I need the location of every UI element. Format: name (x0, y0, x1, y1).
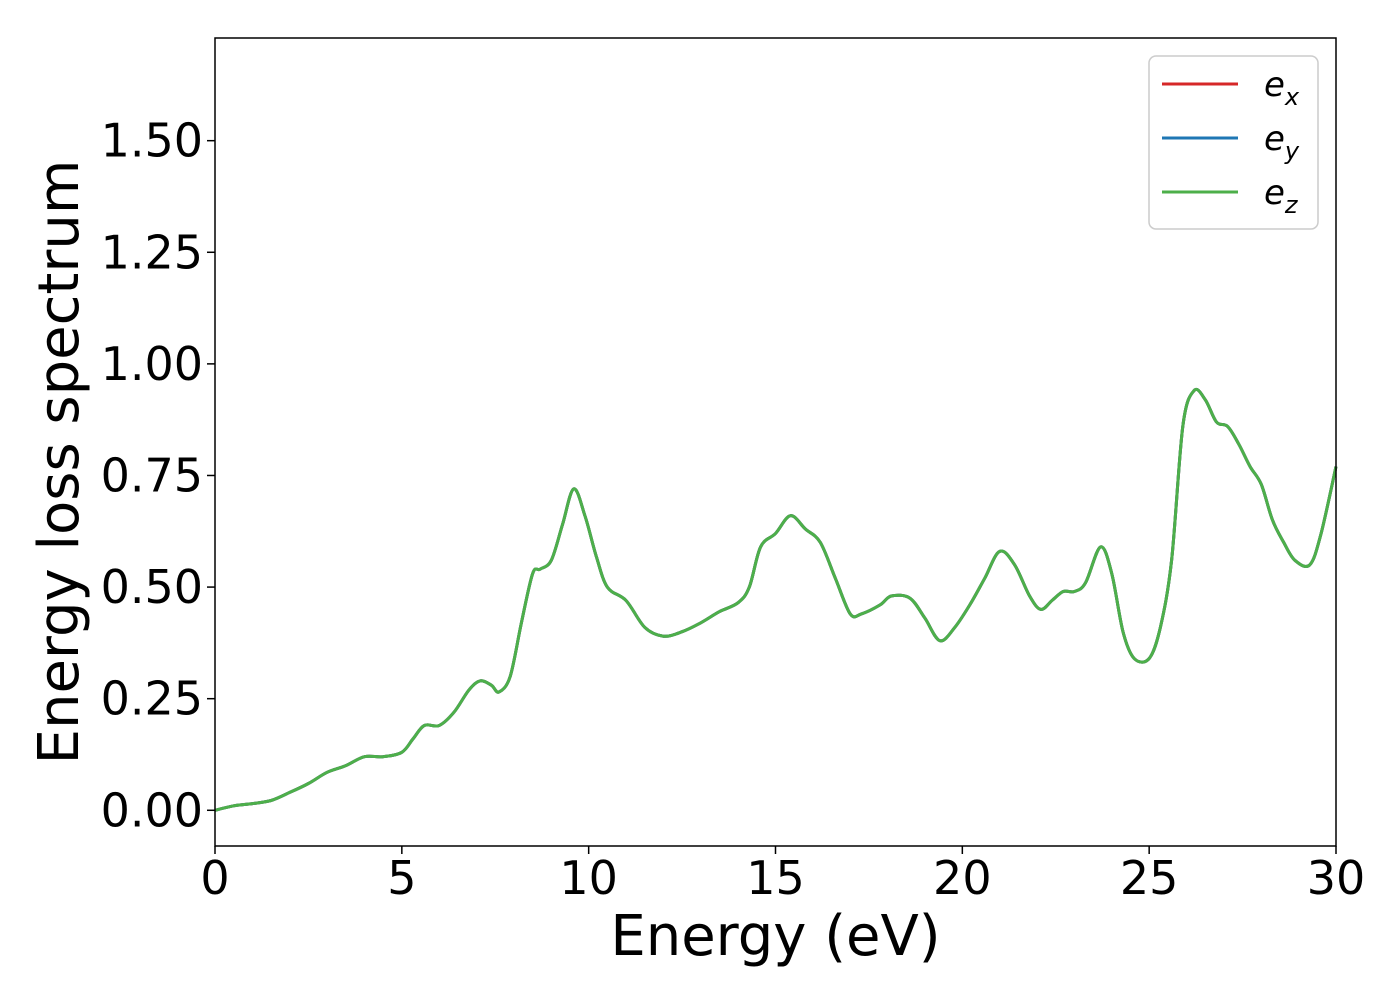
legend-label-base: e (1264, 173, 1285, 213)
x-axis-title: Energy (eV) (610, 904, 940, 969)
legend-label-ez: ez (1264, 173, 1299, 219)
y-tick-label: 0.75 (101, 448, 203, 502)
x-tick-label: 20 (933, 851, 992, 905)
y-tick-label: 0.25 (101, 672, 203, 726)
x-tick-label: 15 (746, 851, 805, 905)
x-axis: 0 5 10 15 20 25 30 (200, 846, 1365, 905)
y-axis: 0.00 0.25 0.50 0.75 1.00 1.25 1.50 (101, 114, 215, 837)
x-tick-label: 0 (200, 851, 229, 905)
series-line-ex (214, 387, 1338, 812)
y-tick-label: 0.50 (101, 560, 203, 614)
y-tick-label: 1.25 (101, 225, 203, 279)
series-line-ez (214, 387, 1338, 812)
legend-label-subscript: z (1284, 191, 1299, 219)
legend-box (1148, 55, 1319, 230)
series-layer (214, 387, 1338, 812)
legend-label-base: e (1264, 65, 1285, 105)
x-tick-label: 30 (1307, 851, 1366, 905)
legend-label-ex: ex (1264, 65, 1300, 111)
x-tick-label: 5 (387, 851, 416, 905)
legend-label-base: e (1264, 119, 1285, 159)
x-tick-label: 10 (559, 851, 618, 905)
legend-label-subscript: x (1284, 83, 1300, 111)
y-tick-label: 0.00 (101, 783, 203, 837)
y-tick-label: 1.00 (101, 337, 203, 391)
legend-label-ey: ey (1264, 119, 1300, 165)
y-axis-title: Energy loss spectrum (27, 160, 92, 765)
y-tick-label: 1.50 (101, 114, 203, 168)
x-tick-label: 25 (1120, 851, 1179, 905)
legend-label-subscript: y (1284, 137, 1300, 165)
series-line-ey (214, 387, 1338, 812)
